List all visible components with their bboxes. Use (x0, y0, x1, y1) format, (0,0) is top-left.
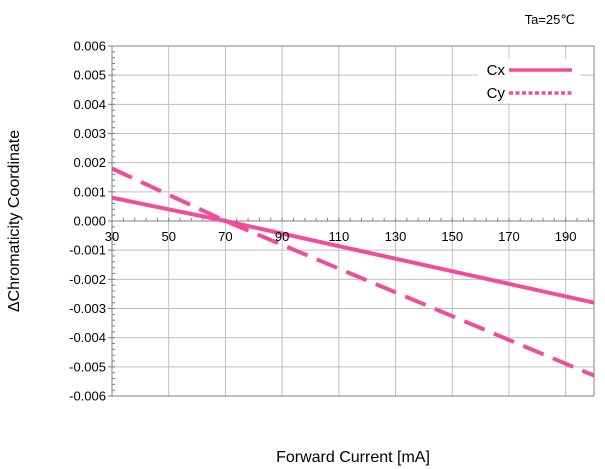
x-tick-label: 170 (498, 229, 520, 244)
x-tick-label: 90 (275, 229, 289, 244)
y-tick-label: 0.000 (73, 214, 106, 229)
y-tick-labels: 0.006 0.005 0.004 0.003 0.002 0.001 0.000 -0.00… (69, 39, 106, 404)
y-tick-label: 0.006 (73, 39, 106, 54)
y-tick-label: 0.002 (73, 155, 106, 170)
y-tick-label: -0.006 (69, 389, 106, 404)
x-tick-label: 70 (218, 229, 232, 244)
y-tick-label: 0.001 (73, 184, 106, 199)
x-tick-label: 50 (161, 229, 175, 244)
x-tick-label: 130 (385, 229, 407, 244)
x-tick-label: 110 (328, 229, 349, 244)
y-axis-label: ΔChromaticity Coordinate (6, 130, 23, 312)
x-tick-labels: 30 50 70 90 110 130 150 170 190 (105, 229, 577, 244)
legend-background (478, 59, 580, 103)
y-tick-label: 0.005 (73, 68, 106, 83)
legend-label-cx: Cx (487, 62, 506, 79)
y-tick-label: -0.004 (69, 330, 106, 345)
plot-frame (111, 45, 595, 397)
plot-area (108, 45, 595, 397)
x-tick-label: 150 (441, 229, 463, 244)
x-axis-label: Forward Current [mA] (276, 449, 430, 466)
y-tick-label: -0.002 (69, 272, 106, 287)
series-line-cy (111, 166, 595, 378)
condition-annotation: Ta=25℃ (525, 12, 575, 27)
x-tick-label: 190 (555, 229, 577, 244)
y-tick-label: 0.004 (73, 97, 106, 112)
y-tick-label: -0.003 (69, 301, 106, 316)
series-layer (111, 166, 595, 378)
series-line-cx (111, 195, 595, 305)
y-tick-label: -0.005 (69, 359, 106, 374)
legend-label-cy: Cy (487, 85, 506, 102)
legend: Cx Cy (478, 59, 580, 103)
x-tick-label: 30 (105, 229, 119, 244)
y-tick-label: -0.001 (69, 243, 106, 258)
y-tick-label: 0.003 (73, 126, 106, 141)
